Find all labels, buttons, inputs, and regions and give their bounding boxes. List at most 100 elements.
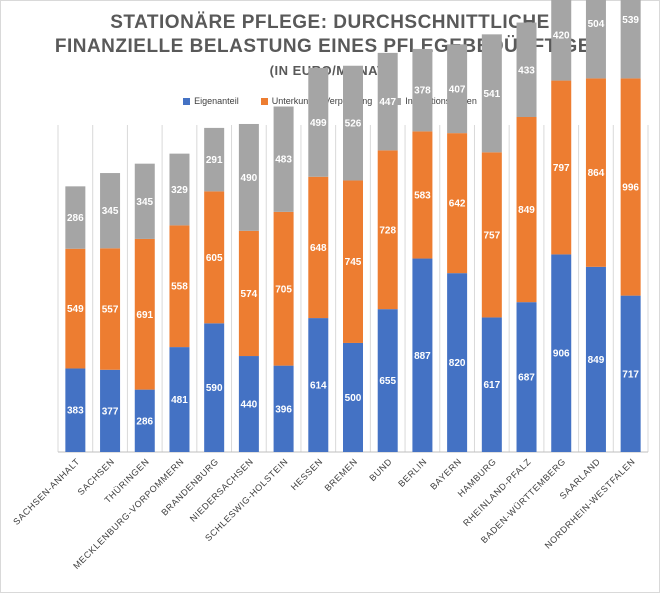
data-label: 490 [241, 173, 258, 184]
bar-segment [100, 369, 121, 452]
data-label: 329 [171, 185, 188, 196]
legend-label: Eigenanteil [194, 96, 239, 106]
data-label: 420 [553, 30, 570, 41]
legend-item-investitionskosten: Investitionskosten [394, 96, 477, 106]
data-label: 483 [275, 155, 292, 166]
bar-segment [447, 133, 468, 274]
bar-segment [65, 368, 86, 452]
bar-segment [412, 131, 433, 259]
bar-segment [343, 180, 363, 343]
data-label: 433 [518, 65, 535, 76]
legend-label: Investitionskosten [405, 96, 477, 106]
category-label: RHEINLAND-PFALZ [461, 456, 533, 528]
data-label: 286 [136, 416, 153, 427]
bar-segment [447, 273, 468, 452]
category-label: BAYERN [428, 456, 463, 491]
bar-segment [100, 173, 121, 249]
data-label: 996 [622, 183, 639, 194]
data-label: 541 [483, 89, 500, 100]
bar-segment [238, 123, 259, 231]
data-label: 407 [449, 84, 466, 95]
data-label: 396 [275, 404, 292, 415]
data-label: 590 [206, 383, 223, 394]
data-label: 557 [102, 305, 119, 316]
bar-segment [585, 266, 606, 452]
bar-segment [620, 0, 641, 79]
bar-segment [377, 309, 398, 452]
data-label: 286 [67, 213, 84, 224]
data-label: 797 [553, 163, 570, 174]
bar-segment [204, 323, 225, 452]
bar-segment [377, 150, 398, 310]
bar-segment [134, 389, 155, 452]
data-label: 526 [345, 119, 362, 130]
data-label: 728 [379, 225, 396, 236]
data-label: 539 [622, 15, 639, 26]
bar-segment [238, 230, 259, 357]
category-label: NIEDERSACHSEN [188, 456, 255, 523]
bar-segment [343, 65, 363, 181]
data-label: 642 [449, 199, 466, 210]
bar-segment [447, 44, 468, 134]
chart-title: STATIONÄRE PFLEGE: DURCHSCHNITTLICHE [110, 12, 550, 33]
bar-segment [273, 365, 294, 452]
bar-segment [551, 80, 572, 255]
data-label: 605 [206, 253, 223, 264]
data-label: 691 [136, 310, 153, 321]
bar-segment [169, 347, 190, 452]
data-label: 849 [588, 355, 605, 366]
bar-segment [273, 106, 294, 212]
category-label: BREMEN [323, 456, 360, 493]
legend-item-eigenanteil: Eigenanteil [183, 96, 239, 106]
data-label: 377 [102, 406, 119, 417]
data-label: 864 [588, 168, 605, 179]
category-label: BERLIN [396, 456, 429, 489]
bar-segment [481, 317, 502, 452]
bar-segment [308, 176, 329, 319]
bar-segment [516, 116, 537, 303]
bar-segment [585, 78, 606, 267]
bar-segment [65, 248, 86, 369]
bar-segment [516, 302, 537, 452]
data-label: 906 [553, 349, 570, 360]
data-label: 583 [414, 190, 431, 201]
data-label: 648 [310, 243, 327, 254]
data-label: 378 [414, 86, 431, 97]
data-label: 574 [241, 289, 258, 300]
bar-segment [308, 67, 329, 177]
data-label: 549 [67, 304, 84, 315]
bar-segment [551, 254, 572, 452]
bar-segment [134, 163, 155, 239]
bar-segment [585, 0, 606, 79]
bar-segment [377, 52, 398, 151]
data-label: 745 [345, 257, 362, 268]
data-label: 558 [171, 282, 188, 293]
data-label: 687 [518, 373, 535, 384]
data-label: 499 [310, 118, 327, 129]
legend-swatch [394, 97, 402, 105]
data-label: 383 [67, 406, 84, 417]
bar-segment [238, 356, 259, 452]
bar-segment [620, 78, 641, 296]
data-label: 440 [241, 400, 258, 411]
data-label: 820 [449, 358, 466, 369]
data-label: 481 [171, 395, 188, 406]
data-label: 757 [483, 230, 500, 241]
data-label: 614 [310, 381, 327, 392]
bar-segment [343, 342, 363, 452]
bar-segment [481, 34, 502, 153]
bar-segment [204, 127, 225, 192]
chart-title-line2: FINANZIELLE BELASTUNG EINES PFLEGEBEDÜRF… [54, 36, 606, 57]
category-label: SACHSEN-ANHALT [11, 456, 82, 527]
data-label: 504 [588, 19, 605, 30]
bar-segment [273, 211, 294, 366]
data-label: 345 [102, 206, 119, 217]
bar-segment [204, 191, 225, 324]
bar-segment [134, 238, 155, 390]
bar-segment [412, 258, 433, 452]
data-label: 345 [136, 197, 153, 208]
data-label: 291 [206, 155, 223, 166]
bar-segment [551, 0, 572, 81]
bar-segment [169, 225, 190, 348]
